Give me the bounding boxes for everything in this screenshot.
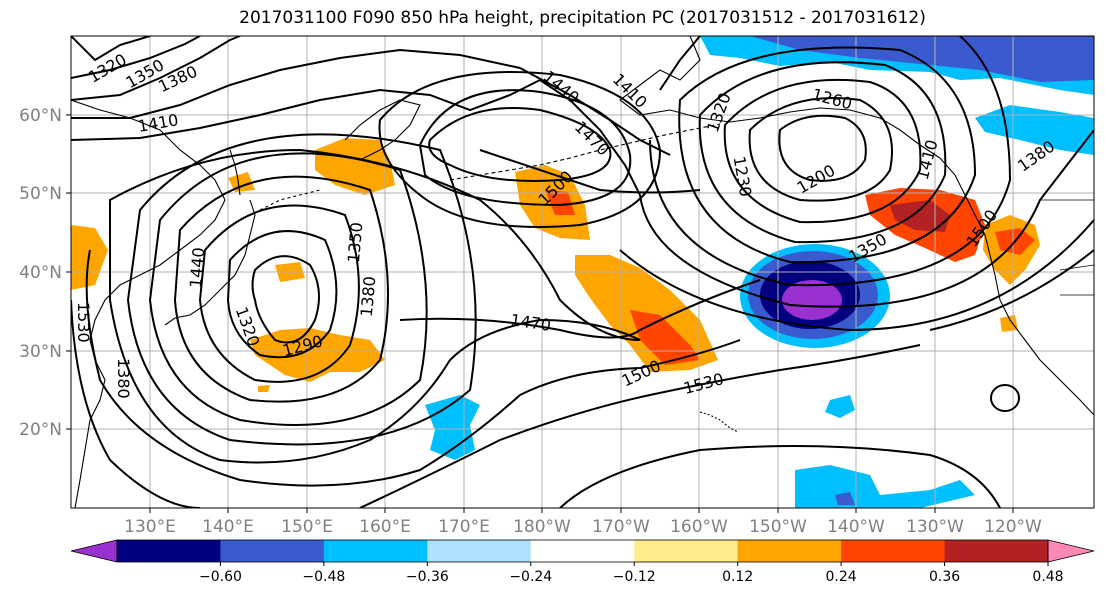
colorbar-label: 0.24 [826, 569, 857, 585]
contour-1470 [109, 148, 641, 464]
graticule [71, 36, 1094, 508]
contour-1290-ak [698, 61, 947, 244]
contour-1410 [148, 152, 428, 426]
colorbar-segment [634, 540, 739, 562]
lon-label: 140°W [827, 517, 885, 537]
lon-label: 170°W [592, 517, 650, 537]
contour-1260 [723, 78, 922, 224]
contour-label: 1380 [114, 358, 133, 399]
colorbar-extend-max [1047, 539, 1095, 563]
contour-low-ring-2 [418, 89, 632, 207]
contour-1380-ne [639, 129, 1094, 308]
contour-1350 [198, 204, 360, 383]
contour-low-ring-1 [428, 107, 612, 182]
japan [164, 199, 256, 326]
colorbar-segment [323, 540, 428, 562]
contour-1440-ne [929, 249, 1094, 331]
colorbar-label: −0.12 [613, 569, 656, 585]
contour-label: 1350 [344, 221, 366, 263]
lat-labels: 60°N 50°N 40°N 30°N 20°N [19, 106, 62, 440]
colorbar-segment [841, 540, 946, 562]
colorbar-label: −0.48 [302, 569, 345, 585]
contour-1440 [71, 78, 641, 196]
contour-1200 [778, 114, 867, 182]
contour-1530 [71, 299, 921, 508]
lon-label: 170°E [438, 517, 490, 537]
colorbar-label: 0.48 [1032, 569, 1063, 585]
contour-1500-n [479, 149, 701, 194]
contour-1470-n [378, 71, 662, 228]
contour-1320 [226, 230, 338, 359]
colorbar-segment [944, 540, 1049, 562]
contour-1230 [748, 97, 893, 202]
lat-label: 60°N [19, 106, 62, 126]
colorbar-segment [427, 540, 532, 562]
lat-label: 20°N [19, 420, 62, 440]
colorbar-label: 0.36 [929, 569, 960, 585]
kurils [259, 189, 321, 211]
contour-1380 [173, 175, 389, 403]
colorbar-segment [220, 540, 325, 562]
axis-ticks [66, 114, 1014, 513]
colorbar-segment [530, 540, 635, 562]
na-coast [964, 194, 1094, 416]
contour-1530-small [990, 384, 1020, 412]
colorbar-segment [117, 540, 221, 562]
contour-label: 1530 [74, 302, 93, 343]
lon-label: 180°W [513, 517, 571, 537]
contour-1320-n [71, 36, 151, 62]
colorbar-label: −0.60 [199, 569, 242, 585]
map-area: 1320 1350 1380 1410 1440 1410 1320 1260 … [71, 36, 1094, 508]
lat-label: 40°N [19, 263, 62, 283]
contour-1500 [85, 249, 741, 487]
contour-1320-ak [678, 46, 977, 264]
lon-label: 120°W [984, 517, 1042, 537]
alaska-coast [619, 36, 966, 196]
lat-label: 30°N [19, 342, 62, 362]
lon-labels: 130°E 140°E 150°E 160°E 170°E 180°W 170°… [124, 517, 1042, 537]
lon-label: 160°E [359, 517, 411, 537]
colorbar-label: 0.12 [722, 569, 753, 585]
colorbar-segment [737, 540, 842, 562]
colorbar-label: −0.24 [509, 569, 552, 585]
map-title: 2017031100 F090 850 hPa height, precipit… [239, 8, 926, 28]
contour-1410-ne [619, 219, 1094, 332]
contour-1290 [251, 255, 320, 344]
contour-1470-e [399, 279, 761, 339]
colorbar-extend-min [70, 539, 118, 563]
contour-1350-ak [649, 36, 1012, 287]
contour-1350-n [71, 36, 201, 79]
lon-label: 130°E [124, 517, 176, 537]
colorbar-frame [116, 539, 1049, 563]
colorbar-label: −0.36 [406, 569, 449, 585]
kamchatka [344, 99, 421, 161]
contour-1530-s [559, 445, 1001, 508]
lon-label: 140°E [202, 517, 254, 537]
asia-coast [71, 99, 226, 508]
aleutians [449, 123, 721, 181]
lon-label: 150°W [749, 517, 807, 537]
height-contours [71, 36, 1094, 508]
lon-label: 130°W [906, 517, 964, 537]
contour-1380-n [71, 36, 241, 101]
contour-1440-w [126, 133, 477, 446]
coastlines [71, 36, 1094, 508]
contour-label: 1380 [357, 275, 379, 317]
colorbar: −0.60 −0.48 −0.36 −0.24 −0.12 0.12 0.24 0.36 0.4… [70, 539, 1095, 585]
lat-label: 50°N [19, 184, 62, 204]
contour-label: 1440 [186, 247, 208, 289]
lon-label: 150°E [281, 517, 333, 537]
lon-label: 160°W [670, 517, 728, 537]
hawaii [699, 411, 739, 433]
